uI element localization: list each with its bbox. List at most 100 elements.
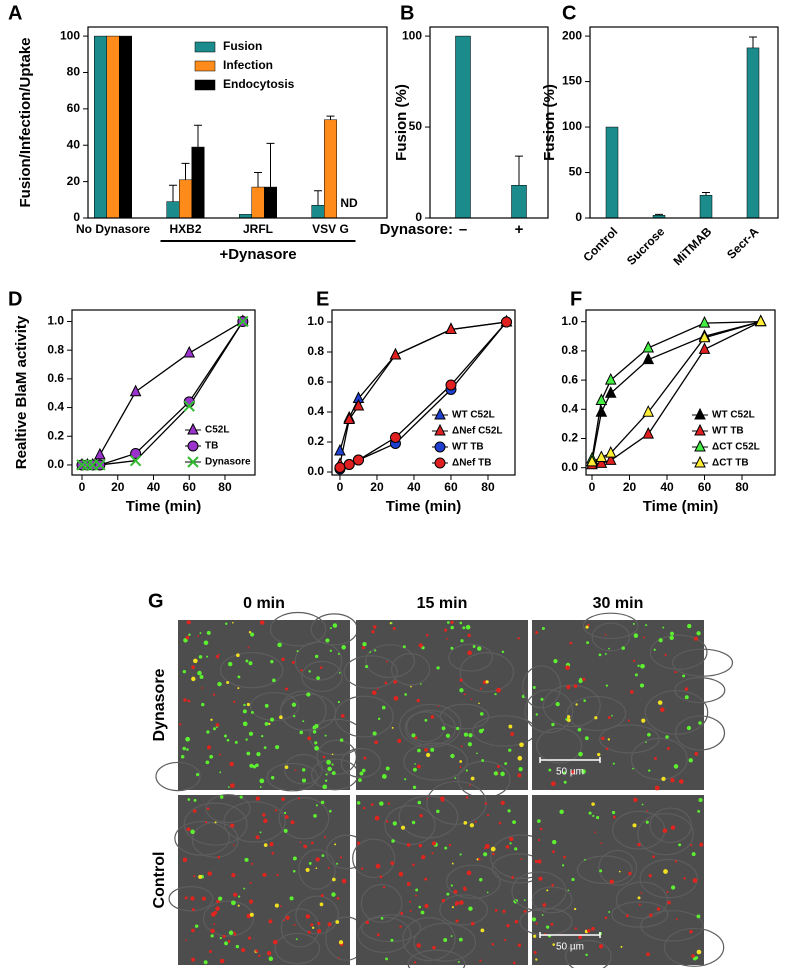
fluorescent-spot: [696, 914, 701, 919]
micrograph: [155, 611, 365, 792]
fluorescent-spot: [183, 638, 188, 643]
fluorescent-spot: [586, 641, 590, 645]
fluorescent-spot: [467, 650, 472, 656]
fluorescent-spot: [678, 843, 682, 847]
fluorescent-spot: [187, 699, 191, 703]
cell-outline: [404, 709, 456, 747]
cell-outline: [280, 908, 320, 948]
fluorescent-spot: [290, 820, 295, 825]
fluorescent-spot: [567, 889, 570, 892]
fluorescent-spot: [262, 813, 266, 817]
fluorescent-spot: [335, 920, 340, 924]
marker: [604, 453, 617, 465]
fluorescent-spot: [645, 820, 649, 824]
fluorescent-spot: [458, 937, 463, 942]
cell-outline: [582, 612, 639, 640]
cell-outline: [576, 855, 633, 885]
fluorescent-spot: [485, 680, 489, 684]
fluorescent-spot: [275, 745, 280, 750]
fluorescent-spot: [305, 867, 310, 873]
fluorescent-spot: [490, 846, 496, 852]
cell-outline: [598, 849, 638, 886]
fluorescent-spot: [446, 637, 448, 640]
fluorescent-spot: [312, 730, 317, 734]
series-line: [82, 320, 244, 466]
fluorescent-spot: [406, 843, 411, 847]
bar: [746, 47, 760, 219]
fluorescent-spot: [322, 784, 328, 790]
fluorescent-spot: [259, 778, 265, 784]
legend-label: WT C52L: [452, 410, 495, 421]
fluorescent-spot: [611, 810, 616, 815]
fluorescent-spot: [646, 810, 649, 812]
y-tick-label: 0.6: [47, 371, 64, 385]
marker: [586, 454, 598, 467]
fluorescent-spot: [329, 649, 332, 652]
error-bar: [515, 155, 523, 186]
fluorescent-spot: [533, 951, 537, 954]
cell-outline: [407, 949, 466, 968]
fluorescent-spot: [505, 845, 510, 849]
fluorescent-spot: [632, 767, 634, 770]
fluorescent-spot: [242, 709, 247, 714]
fluorescent-spot: [249, 881, 252, 884]
marker: [604, 445, 617, 458]
fluorescent-spot: [193, 798, 197, 802]
fluorescent-spot: [327, 866, 330, 869]
fluorescent-spot: [409, 909, 412, 913]
fluorescent-spot: [314, 741, 318, 745]
fluorescent-spot: [299, 841, 302, 844]
fluorescent-spot: [659, 707, 665, 712]
fluorescent-spot: [216, 899, 220, 904]
fluorescent-spot: [698, 797, 703, 803]
fluorescent-spot: [397, 738, 402, 743]
fluorescent-spot: [637, 664, 640, 668]
bar: [106, 35, 120, 219]
fluorescent-spot: [206, 630, 211, 635]
marker: [389, 347, 402, 360]
fluorescent-spot: [255, 835, 260, 840]
fluorescent-spot: [283, 828, 288, 833]
marker: [352, 454, 364, 466]
fluorescent-spot: [566, 685, 571, 690]
fluorescent-spot: [399, 925, 402, 928]
fluorescent-spot: [662, 828, 668, 833]
marker: [698, 330, 711, 343]
bar: [166, 201, 180, 219]
cell-outline: [343, 655, 398, 689]
fluorescent-spot: [222, 934, 226, 939]
fluorescent-spot: [337, 652, 340, 655]
fluorescent-spot: [185, 736, 191, 742]
x-tick-label: 80: [735, 480, 749, 494]
y-tick-label: 40: [67, 137, 81, 151]
fluorescent-spot: [459, 760, 463, 763]
fluorescent-spot: [406, 881, 411, 886]
fluorescent-spot: [276, 873, 279, 877]
fluorescent-spot: [506, 923, 510, 928]
fluorescent-spot: [468, 733, 473, 738]
fluorescent-spot: [417, 800, 422, 805]
fluorescent-spot: [316, 676, 320, 680]
fluorescent-spot: [263, 818, 268, 823]
fluorescent-spot: [191, 665, 195, 670]
fluorescent-spot: [699, 842, 704, 847]
fluorescent-spot: [338, 940, 344, 945]
fluorescent-spot: [385, 957, 388, 961]
fluorescent-spot: [566, 718, 571, 722]
fluorescent-spot: [416, 943, 421, 948]
fluorescent-spot: [272, 939, 278, 945]
fluorescent-spot: [579, 677, 583, 681]
fluorescent-spot: [535, 922, 538, 925]
fluorescent-spot: [484, 843, 490, 849]
fluorescent-spot: [237, 687, 240, 690]
x-tick-label: 40: [660, 480, 674, 494]
fluorescent-spot: [303, 844, 307, 849]
x-tick-label: HXB2: [169, 222, 201, 236]
legend-label: Dynasore: [205, 457, 251, 468]
micrograph: [352, 780, 553, 968]
fluorescent-spot: [183, 698, 187, 702]
panel-label: F: [570, 288, 582, 310]
fluorescent-spot: [410, 685, 412, 688]
fluorescent-spot: [294, 769, 297, 772]
fluorescent-spot: [667, 900, 671, 905]
